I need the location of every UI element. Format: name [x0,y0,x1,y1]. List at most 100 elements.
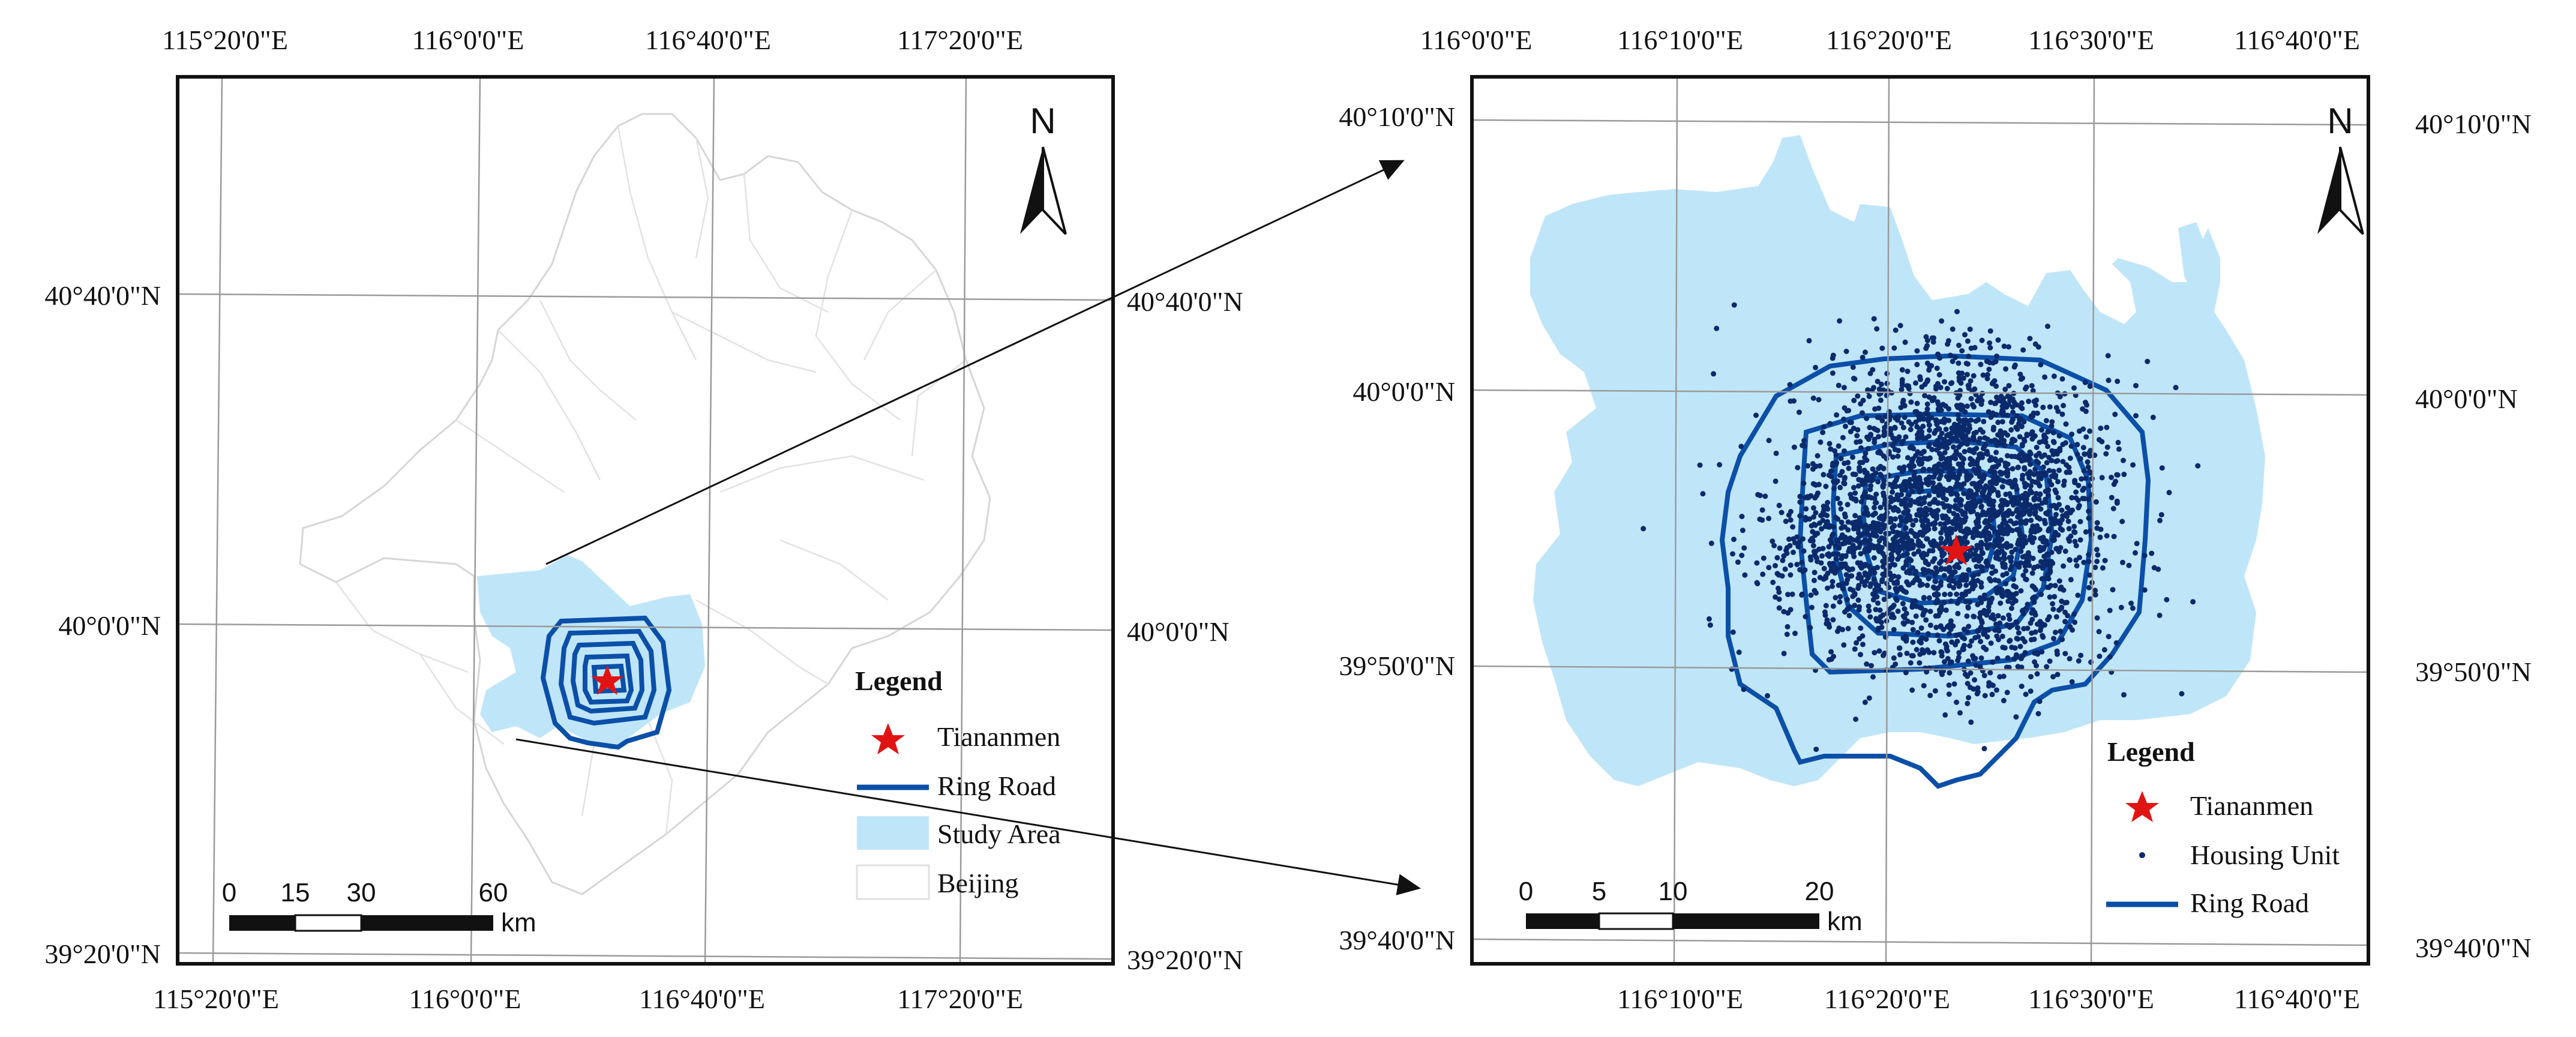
housing-unit-dot [1964,613,1970,619]
housing-unit-dot [1833,556,1839,562]
housing-unit-dot [1993,457,1999,463]
housing-unit-dot [1833,595,1839,601]
housing-unit-dot [2010,600,2016,606]
housing-unit-dot [1913,613,1919,619]
housing-unit-dot [1838,455,1844,461]
housing-unit-dot [2080,496,2086,502]
housing-unit-dot [2082,379,2088,385]
housing-unit-dot [1968,503,1974,509]
housing-unit-dot [1903,526,1909,531]
housing-unit-dot [2044,460,2050,466]
housing-unit-dot [1890,484,1896,490]
left-lat-label: 40°40'0"N [44,280,161,311]
housing-unit-dot [2041,434,2047,439]
housing-unit-dot [2007,491,2013,497]
left-map: N 115°20'0"E 116°0'0"E 116°40'0"E 117°20… [44,25,1243,1014]
housing-unit-dot [1909,529,1915,535]
housing-unit-dot [2032,659,2038,665]
housing-unit-dot [2019,424,2025,430]
housing-unit-dot [1919,384,1925,390]
housing-unit-dot [2006,664,2012,670]
housing-unit-dot [1917,604,1923,610]
housing-unit-dot [1837,594,1843,600]
housing-unit-dot [1999,592,2005,597]
housing-unit-dot [1827,440,1833,446]
housing-unit-dot [2045,443,2051,449]
housing-unit-dot [2134,541,2140,547]
housing-unit-dot [1854,640,1860,646]
left-top-label: 115°20'0"E [162,25,288,55]
right-lat-label: 39°40'0"N [1339,925,1455,955]
housing-unit-dot [2074,451,2080,457]
housing-unit-dot [2005,467,2011,473]
housing-unit-dot [1821,472,1827,478]
housing-unit-dot [2021,419,2027,425]
housing-unit-dot [2072,619,2078,625]
housing-unit-dot [1834,412,1840,418]
housing-unit-dot [2050,606,2056,612]
housing-unit-dot [2023,518,2029,524]
housing-unit-dot [1914,348,1920,354]
housing-unit-dot [2044,551,2050,557]
housing-unit-dot [1820,430,1826,436]
housing-unit-dot [1899,380,1905,386]
housing-unit-dot [1920,467,1926,473]
housing-unit-dot [1914,512,1920,518]
housing-unit-dot [1867,583,1873,589]
housing-unit-dot [2009,549,2015,555]
housing-unit-dot [2043,510,2049,516]
housing-unit-dot [1861,539,1867,545]
housing-unit-dot [1852,520,1858,525]
housing-unit-dot [1774,571,1780,577]
housing-unit-dot [1954,308,1960,314]
housing-unit-dot [1931,650,1937,656]
housing-unit-dot [1909,687,1915,693]
housing-unit-dot [1797,499,1803,505]
housing-unit-dot [2061,403,2067,409]
housing-unit-dot [1920,612,1926,618]
housing-unit-dot [2050,538,2056,543]
housing-unit-dot [2104,533,2110,539]
housing-unit-dot [1857,460,1863,466]
housing-unit-dot [1989,488,1995,494]
housing-unit-dot [2111,481,2117,487]
housing-unit-dot [1950,466,1956,472]
housing-unit-dot [1788,398,1794,404]
housing-unit-dot [2046,493,2051,499]
housing-unit-dot [2010,404,2016,410]
housing-unit-dot [2068,443,2074,449]
housing-unit-dot [2083,475,2089,481]
housing-unit-dot [2046,487,2052,493]
housing-unit-dot [1966,567,1972,573]
housing-unit-dot [1850,543,1856,549]
right-top-label: 116°20'0"E [1826,25,1952,55]
housing-unit-dot [1947,433,1953,439]
housing-unit-dot [1914,400,1920,406]
housing-unit-dot [1866,436,1872,442]
housing-unit-dot [1888,577,1894,583]
housing-unit-dot [2102,558,2108,564]
housing-unit-dot [2005,655,2011,661]
housing-unit-dot [2069,494,2075,500]
housing-unit-dot [2022,484,2028,490]
housing-unit-dot [1968,395,1974,401]
housing-unit-dot [1846,540,1852,545]
housing-unit-dot [1884,380,1890,386]
housing-unit-dot [1870,512,1876,518]
housing-unit-dot [2007,394,2013,400]
housing-unit-dot [2028,688,2034,694]
left-lat-label-right: 40°0'0"N [1127,616,1229,647]
housing-unit-dot [1959,466,1965,472]
housing-unit-dot [1929,542,1935,548]
housing-unit-dot [2142,587,2148,593]
housing-unit-dot [1813,590,1819,596]
housing-unit-dot [1876,405,1882,411]
housing-unit-dot [1972,501,1978,507]
housing-unit-dot [1986,496,1992,502]
housing-unit-dot [1963,433,1969,439]
scale-unit: km [501,908,536,937]
housing-unit-dot [1971,373,1977,379]
housing-unit-dot [1987,345,1993,350]
housing-unit-dot [1917,578,1923,584]
housing-unit-dot [1700,491,1706,497]
